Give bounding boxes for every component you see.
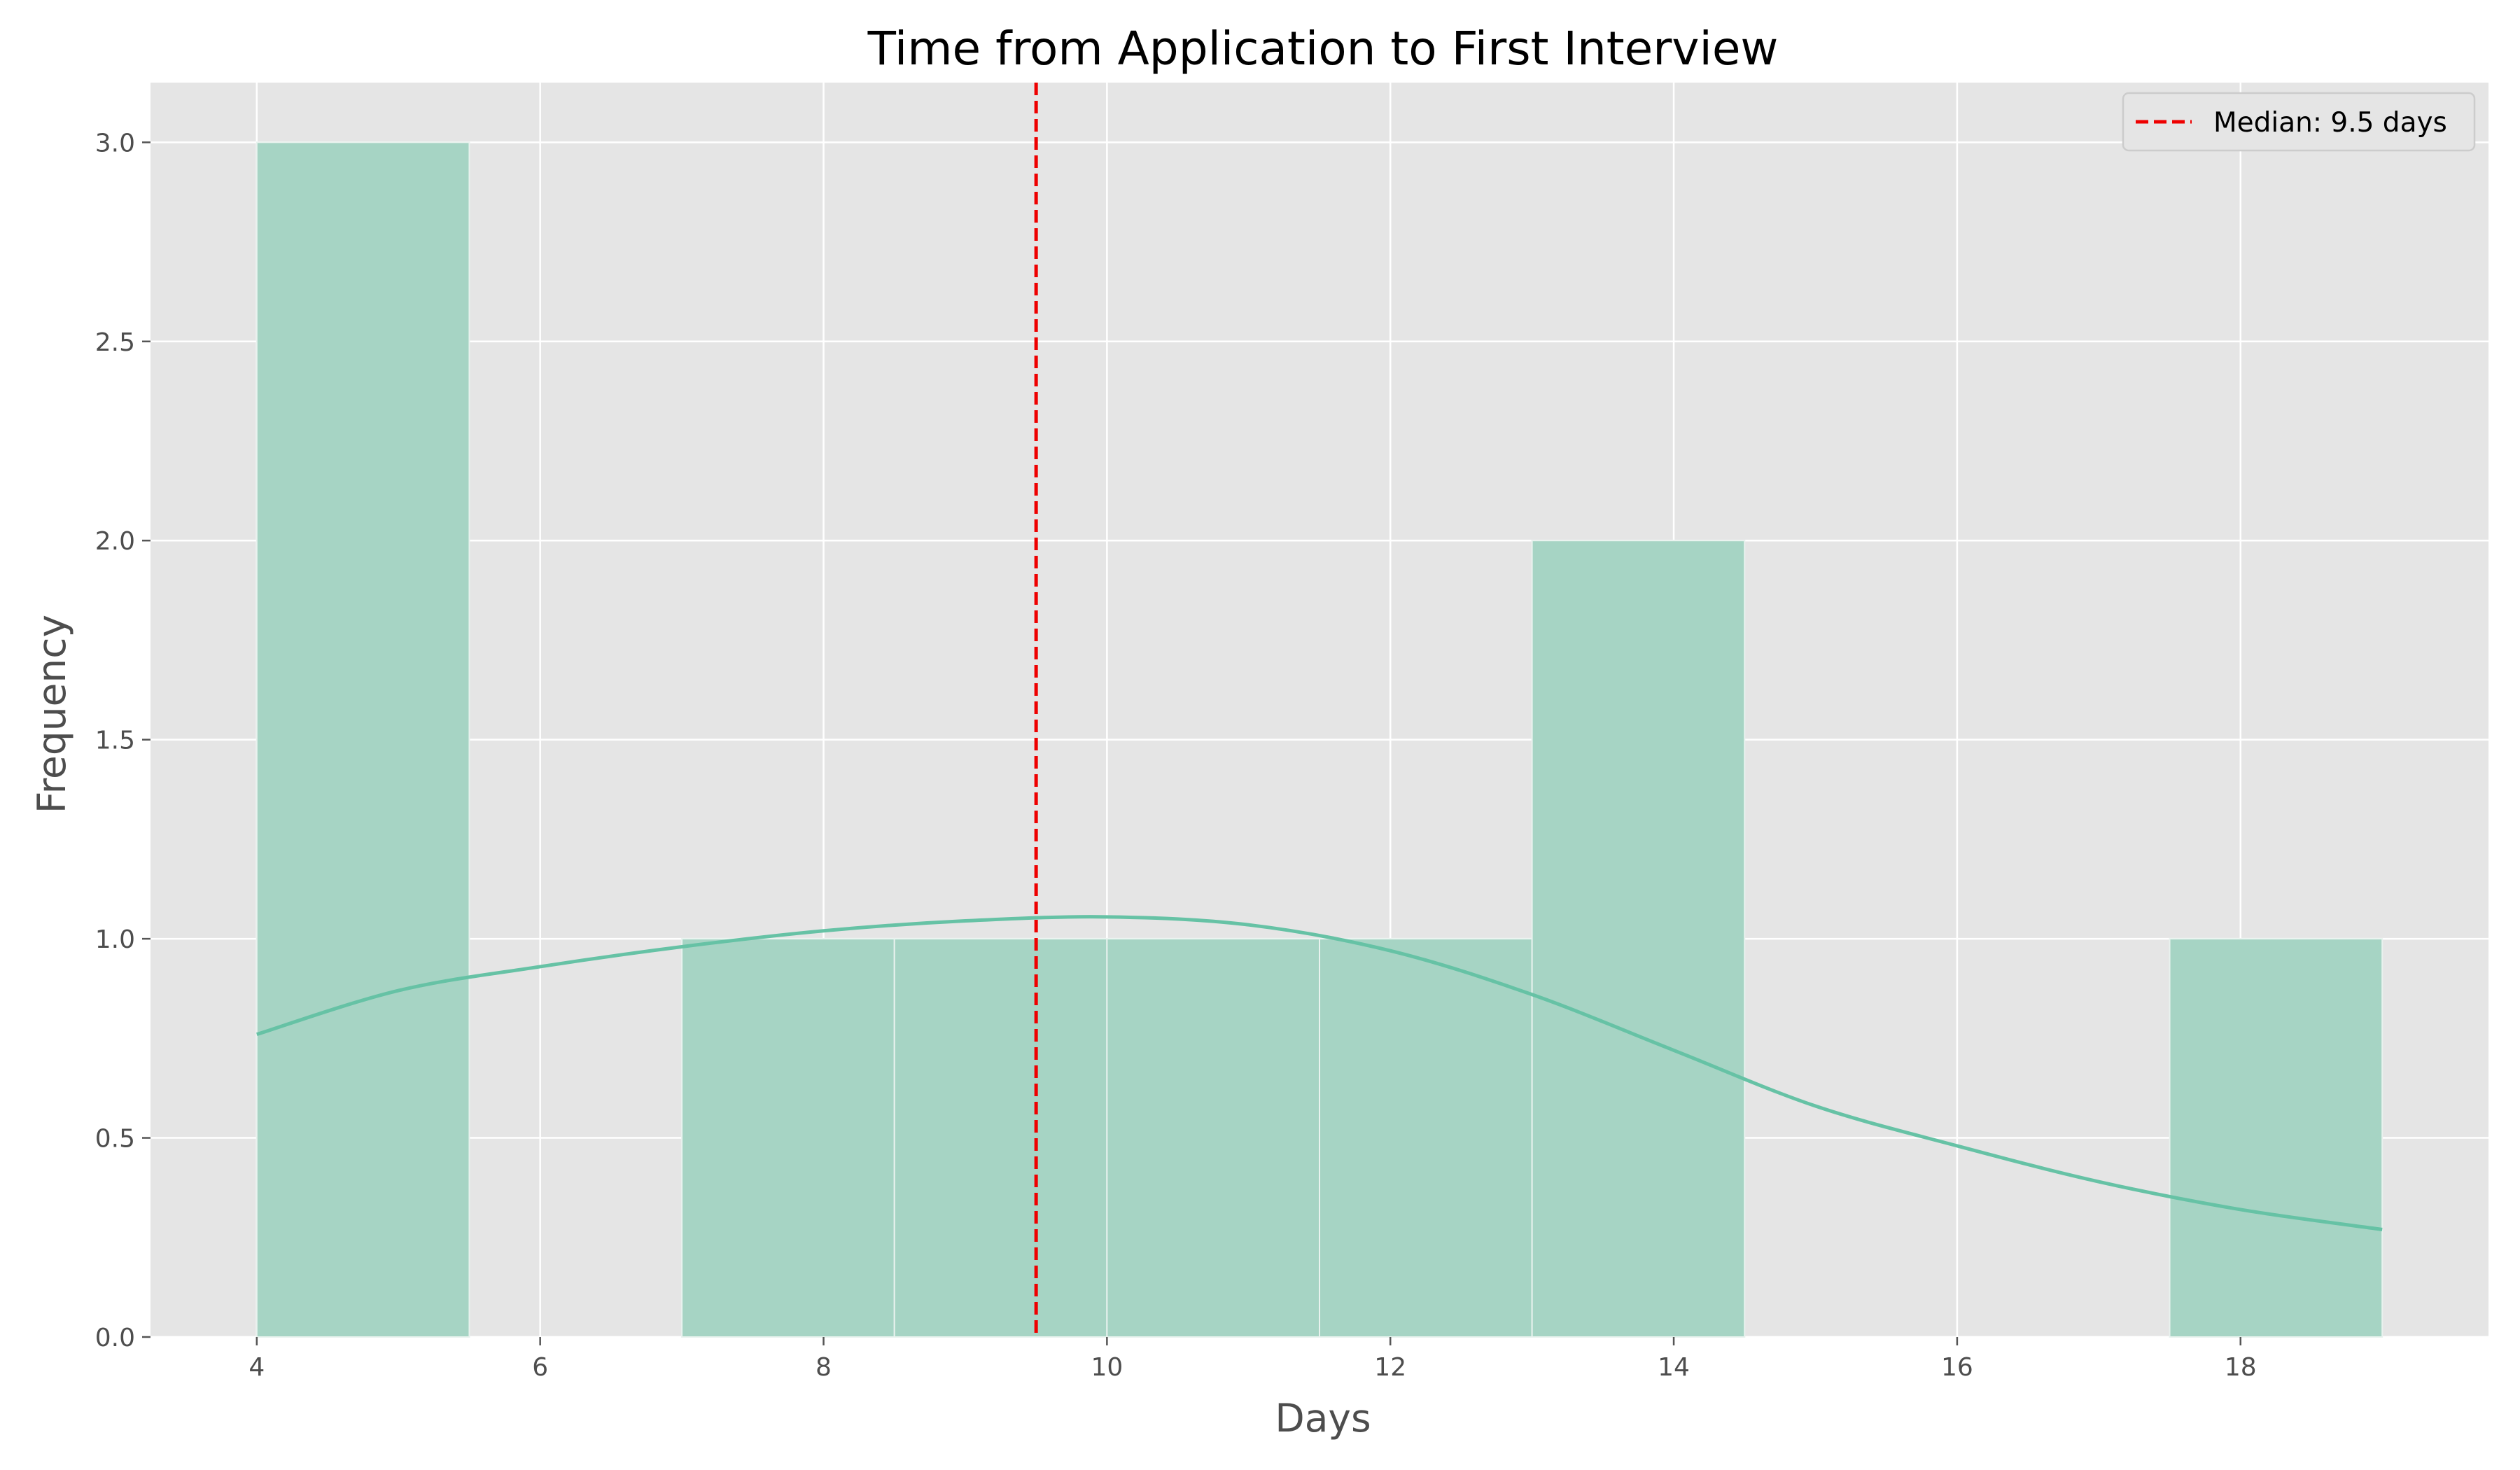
histogram-bar — [681, 938, 895, 1338]
y-tick-label: 1.0 — [95, 925, 135, 954]
y-tick-label: 2.0 — [95, 527, 135, 556]
x-tick-label: 14 — [1658, 1353, 1690, 1382]
x-axis-label: Days — [1275, 1396, 1371, 1441]
histogram-bar — [1319, 938, 1533, 1338]
histogram-bars — [255, 141, 2384, 1338]
histogram-bar — [255, 141, 470, 1338]
legend-box — [2122, 92, 2476, 152]
y-tick-label: 2.5 — [95, 328, 135, 357]
histogram-bar — [2169, 938, 2384, 1338]
x-tick-label: 16 — [1941, 1353, 1973, 1382]
x-tick-label: 8 — [816, 1353, 832, 1382]
legend-median-label: Median: 9.5 days — [2213, 107, 2447, 139]
histogram-bar — [1531, 540, 1746, 1338]
x-tick-label: 18 — [2225, 1353, 2257, 1382]
legend: Median: 9.5 days — [2122, 92, 2476, 152]
x-tick-label: 12 — [1374, 1353, 1406, 1382]
histogram-bar — [893, 938, 1108, 1338]
chart-title: Time from Application to First Interview — [867, 22, 1779, 76]
y-tick-label: 1.5 — [95, 727, 135, 755]
x-tick-label: 6 — [532, 1353, 548, 1382]
x-tick-label: 10 — [1091, 1353, 1123, 1382]
y-axis-label: Frequency — [29, 615, 74, 813]
kde-curve-group — [256, 915, 2383, 1231]
y-tick-label: 0.0 — [95, 1324, 135, 1352]
x-tick-label: 4 — [248, 1353, 265, 1382]
y-tick-label: 3.0 — [95, 129, 135, 158]
kde-curve — [256, 915, 2383, 1231]
axis-ticks: 4 6 8 10 12 14 16 18 0.0 0.5 1.0 1.5 2.0 2.5 3.0 — [95, 129, 2257, 1382]
histogram-bar — [1106, 938, 1320, 1338]
y-tick-label: 0.5 — [95, 1125, 135, 1154]
